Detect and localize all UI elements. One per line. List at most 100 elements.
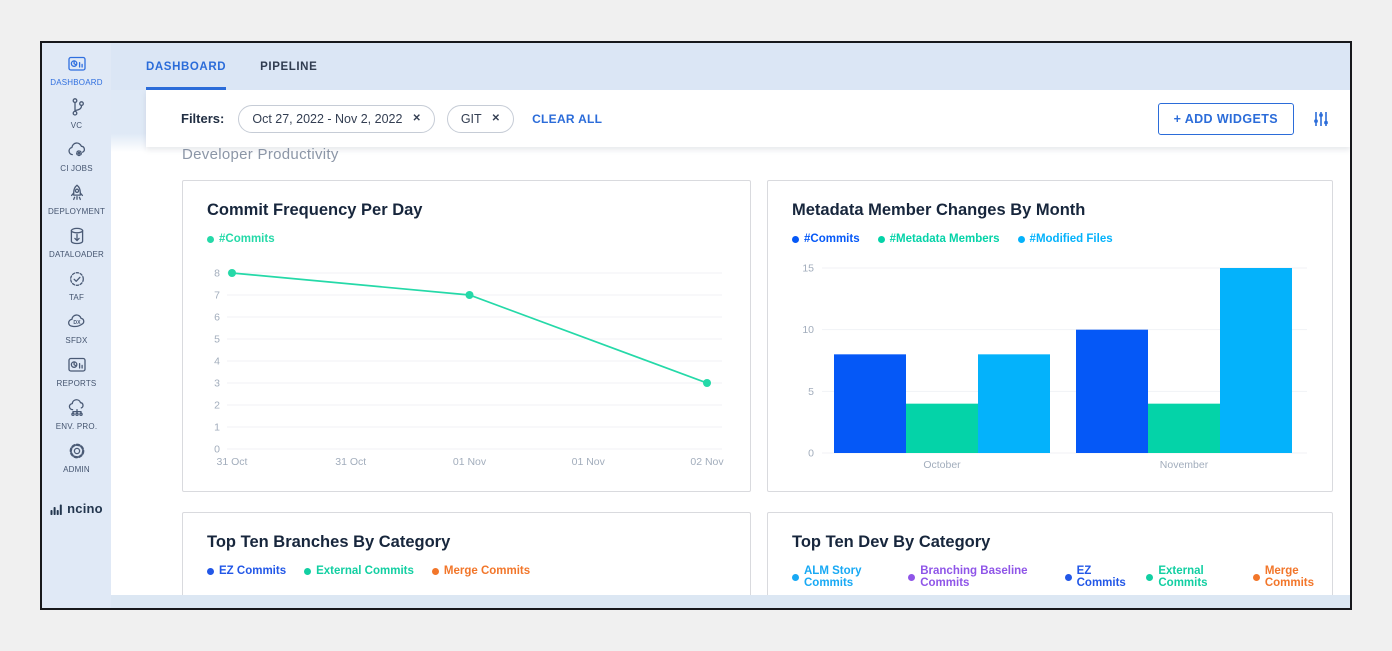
tab-pipeline[interactable]: PIPELINE [260,60,318,73]
svg-text:31 Oct: 31 Oct [335,456,366,468]
sidebar-item-deployment[interactable]: DEPLOYMENT [42,182,111,216]
svg-text:01 Nov: 01 Nov [572,456,606,468]
sidebar-item-vc[interactable]: VC [42,96,111,130]
svg-text:02 Nov: 02 Nov [690,456,724,468]
bar-chart: 0 5 10 15 October November [792,257,1313,478]
legend-label: External Commits [316,565,414,577]
add-widgets-button[interactable]: + ADD WIDGETS [1157,102,1294,135]
legend-label: EZ Commits [1076,565,1126,589]
filter-chip-label: Oct 27, 2022 - Nov 2, 2022 [252,111,403,126]
sidebar-item-label: ADMIN [63,465,90,474]
legend-item[interactable]: #Commits [207,233,275,245]
filter-sliders-icon[interactable] [1310,108,1332,130]
svg-text:October: October [923,459,961,471]
svg-text:15: 15 [802,263,814,275]
legend-item[interactable]: #Metadata Members [877,233,1000,245]
legend-dot-icon [792,235,799,243]
ncino-logo: ncino [50,501,103,516]
widget-title: Top Ten Branches By Category [207,533,451,551]
sidebar-item-dataloader[interactable]: DATALOADER [42,225,111,259]
legend-item[interactable]: External Commits [1146,565,1234,589]
ncino-logo-text: ncino [67,501,103,516]
reports-chart-icon [66,354,88,376]
legend-item[interactable]: #Commits [792,233,860,245]
svg-text:2: 2 [214,400,220,412]
toolbar-left-gutter [111,90,146,152]
legend-label: External Commits [1158,565,1208,589]
legend-label: #Metadata Members [889,233,1000,245]
svg-text:DX: DX [73,320,81,326]
widget-top-ten-dev: Top Ten Dev By Category ALM Story Commit… [767,512,1333,608]
svg-text:0: 0 [808,448,814,460]
chip-close-icon[interactable]: ✕ [491,113,501,124]
database-download-icon [66,225,88,247]
line-chart: 0 1 2 3 4 5 6 7 8 31 Oct 31 Oct 01 Nov 01 Nov 02 Nov [207,257,728,476]
legend-item[interactable]: ALM Story Commits [792,565,890,589]
legend-dot-icon [1252,573,1260,581]
page-background-strip [111,595,1350,608]
legend-dot-icon [1146,573,1154,581]
legend-dot-icon [1064,573,1072,581]
svg-text:6: 6 [214,312,220,324]
svg-text:November: November [1160,459,1209,471]
svg-text:01 Nov: 01 Nov [453,456,487,468]
sidebar-item-label: SFDX [65,336,88,345]
sfdx-cloud-icon: DX [66,311,88,333]
sidebar-item-admin[interactable]: ADMIN [42,440,111,474]
svg-text:1: 1 [214,422,220,434]
sidebar-item-label: DEPLOYMENT [47,207,106,216]
clear-all-link[interactable]: CLEAR ALL [532,111,603,126]
widget-top-ten-branches: Top Ten Branches By Category EZ Commits E… [182,512,751,608]
content-area: Filters: Oct 27, 2022 - Nov 2, 2022 ✕ GI… [111,90,1350,608]
chip-close-icon[interactable]: ✕ [412,113,421,124]
svg-text:8: 8 [214,268,220,280]
legend-item[interactable]: Merge Commits [1252,565,1332,589]
legend-label: #Commits [219,233,275,245]
tab-dashboard[interactable]: DASHBOARD [146,43,227,90]
widget-commit-frequency-per-day: Commit Frequency Per Day #Commits 0 1 2 3 4 5… [182,180,751,492]
filter-chip-date-range[interactable]: Oct 27, 2022 - Nov 2, 2022 ✕ [238,104,435,133]
svg-text:5: 5 [214,334,220,346]
sidebar-item-reports[interactable]: REPORTS [42,354,111,388]
filters-label: Filters: [181,111,225,126]
filter-chip-git[interactable]: GIT ✕ [446,104,515,133]
legend-dot-icon [304,567,312,575]
legend-item[interactable]: Merge Commits [431,565,531,577]
legend-dot-icon [908,573,916,581]
chart-legend: #Commits [207,233,275,245]
legend-label: EZ Commits [219,565,287,577]
version-control-branch-icon [66,96,88,118]
legend-label: Merge Commits [1264,565,1315,589]
sidebar-item-label: REPORTS [56,379,97,388]
chart-legend: ALM Story Commits Branching Baseline Comm… [792,565,1332,589]
legend-item[interactable]: Branching Baseline Commits [908,565,1046,589]
legend-dot-icon [207,567,214,575]
sidebar-item-taf[interactable]: TAF [42,268,111,302]
widget-title: Metadata Member Changes By Month [792,201,1086,219]
legend-dot-icon [431,567,439,575]
sidebar-item-ci-jobs[interactable]: CI JOBS [42,139,111,173]
sidebar-item-label: ENV. PRO. [55,422,98,431]
legend-item[interactable]: EZ Commits [1064,565,1129,589]
chart-legend: #Commits #Metadata Members #Modified Files [792,233,1113,245]
widget-metadata-member-changes: Metadata Member Changes By Month #Commit… [767,180,1333,492]
legend-label: #Commits [804,233,860,245]
filters-toolbar: Filters: Oct 27, 2022 - Nov 2, 2022 ✕ GI… [146,90,1350,147]
legend-label: ALM Story Commits [804,565,862,589]
environment-cloud-network-icon [66,397,88,419]
legend-item[interactable]: External Commits [304,565,414,577]
widget-title: Top Ten Dev By Category [792,533,991,551]
sidebar-item-sfdx[interactable]: DX SFDX [42,311,111,345]
widgets-grid: Commit Frequency Per Day #Commits 0 1 2 3 4 5… [182,180,1333,608]
sidebar-item-label: CI JOBS [60,164,93,173]
sidebar-item-label: TAF [68,293,85,302]
legend-label: Merge Commits [443,565,531,577]
sidebar-item-env-pro[interactable]: ENV. PRO. [42,397,111,431]
legend-item[interactable]: #Modified Files [1017,233,1113,245]
filter-chip-label: GIT [460,111,482,126]
legend-item[interactable]: EZ Commits [207,565,286,577]
legend-label: Branching Baseline Commits [920,565,1028,589]
sidebar-item-dashboard[interactable]: DASHBOARD [42,53,111,87]
svg-text:10: 10 [802,324,814,336]
gear-check-icon [66,268,88,290]
